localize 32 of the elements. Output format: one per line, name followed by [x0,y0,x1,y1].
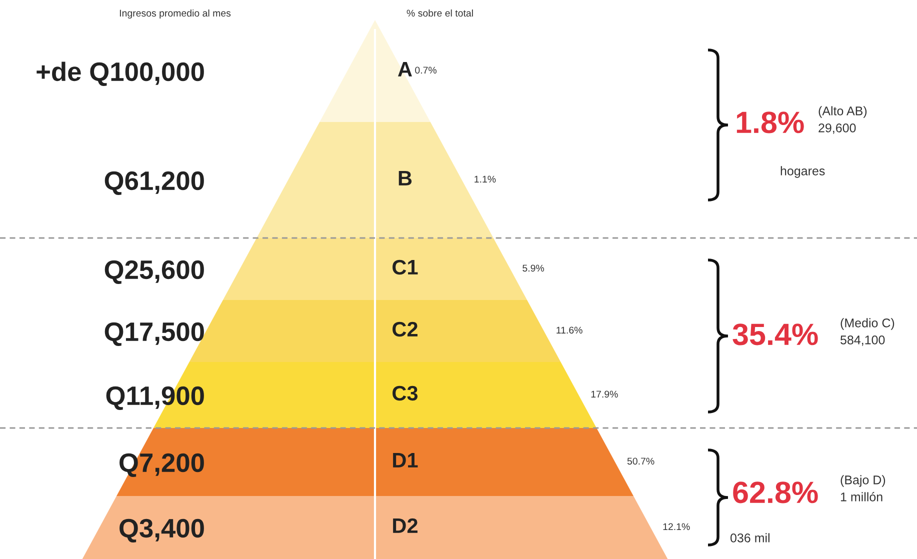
category-label: Q3,400 [120,518,204,543]
category-label: B [398,171,412,186]
text: (Bajo D) [840,475,886,487]
data-label: 17.9% [591,390,618,398]
category-label: A [398,62,412,76]
text: 35.4% [732,324,818,346]
data-label: 0.7% [415,66,437,74]
text: (Medio C) [840,318,894,330]
category-label: C3 [392,386,418,401]
text: hogares [780,166,825,178]
data-label: 50.7% [627,458,654,465]
text: 62.8% [733,482,818,504]
text: 036 mil [730,533,770,542]
text: 29,600 [818,124,856,134]
category-label: D1 [393,453,418,468]
text: 584,100 [840,336,885,346]
text: % sobre el total [406,9,473,17]
category-label: D2 [393,518,418,533]
data-label: 1.1% [474,176,496,183]
data-label: 5.9% [522,264,544,272]
data-label: 12.1% [663,523,690,530]
data-label: 11.6% [556,326,582,334]
category-label: C1 [392,260,418,275]
category-label: Q61,200 [104,171,204,196]
text: 1 millón [840,492,882,502]
text: (Alto AB) [818,106,867,118]
category-label: C2 [392,322,418,337]
text: 1.8% [736,112,804,134]
text: Ingresos promedio al mes [120,9,231,19]
category-label: +de Q100,000 [36,62,204,86]
category-label: Q17,500 [104,322,204,346]
category-label: Q25,600 [104,260,204,284]
